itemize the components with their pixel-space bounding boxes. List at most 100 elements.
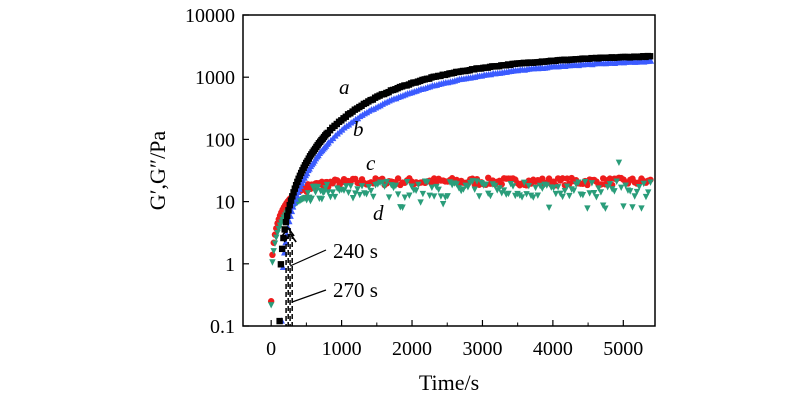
series-label-a: a	[339, 75, 350, 99]
data-point	[532, 184, 539, 192]
data-point	[491, 182, 499, 190]
data-point	[615, 159, 623, 166]
data-point	[284, 212, 291, 220]
data-point	[645, 189, 652, 196]
data-point	[464, 184, 472, 191]
data-point	[606, 175, 614, 182]
data-point	[550, 184, 557, 192]
data-point	[282, 218, 290, 226]
axes: 0 1000 2000 3000 4000 5000 0.1 1 10 100 1000 10000	[185, 5, 643, 360]
data-point	[292, 181, 300, 189]
data-point	[539, 175, 546, 182]
data-point	[329, 189, 336, 196]
series-label-b: b	[353, 117, 364, 141]
data-point	[290, 189, 297, 196]
data-point	[586, 190, 593, 197]
data-point	[286, 202, 293, 209]
y-tick-label: 100	[205, 129, 235, 151]
y-axis-title: G′,G″/Pa	[145, 131, 170, 211]
data-point	[419, 190, 427, 198]
data-point	[595, 185, 602, 192]
annotation-240s: 240 s	[333, 239, 378, 263]
x-tick-label: 5000	[603, 338, 643, 360]
data-point	[280, 234, 287, 242]
data-point	[273, 234, 280, 242]
data-point	[381, 183, 388, 190]
data-point	[518, 194, 526, 201]
arrow-head	[283, 232, 297, 243]
data-point	[426, 192, 433, 200]
series-label-c: c	[366, 151, 376, 175]
data-point	[581, 178, 589, 186]
x-tick-label: 1000	[322, 338, 362, 360]
data-point	[430, 193, 438, 200]
data-point	[606, 181, 614, 188]
data-point	[620, 203, 627, 210]
y-tick-label: 1	[225, 254, 235, 276]
data-point	[304, 190, 312, 197]
data-point	[590, 190, 598, 197]
data-point	[597, 189, 605, 196]
data-point	[428, 184, 436, 192]
data-point	[325, 189, 332, 196]
x-tick-label: 3000	[462, 338, 502, 360]
data-point	[269, 259, 276, 266]
data-point	[640, 180, 647, 188]
data-point	[646, 53, 654, 60]
series-b	[278, 57, 655, 324]
data-point	[379, 179, 386, 187]
data-point	[602, 205, 609, 212]
data-point	[631, 193, 638, 200]
data-point	[276, 317, 283, 325]
data-point	[521, 179, 528, 187]
data-point	[613, 178, 620, 185]
data-point	[314, 183, 322, 191]
data-point	[627, 188, 634, 195]
data-point	[437, 193, 445, 200]
data-point	[278, 245, 286, 253]
data-point	[408, 183, 415, 190]
x-tick-label: 2000	[392, 338, 432, 360]
data-point	[500, 187, 508, 194]
data-point	[370, 193, 377, 201]
data-point	[638, 205, 645, 212]
y-tick-label: 1000	[195, 67, 235, 89]
data-point	[394, 191, 402, 198]
x-tick-label: 0	[266, 338, 276, 360]
data-point	[636, 183, 643, 191]
data-point	[622, 182, 629, 189]
data-point	[471, 186, 478, 193]
data-point	[327, 194, 334, 201]
data-point	[399, 204, 406, 211]
data-point	[559, 193, 566, 201]
data-point	[349, 195, 357, 202]
data-point	[453, 181, 460, 188]
series-c	[267, 174, 654, 305]
data-point	[476, 193, 483, 200]
annotation-270s: 270 s	[333, 278, 378, 302]
y-tick-label: 0.1	[210, 316, 235, 338]
data-point	[439, 201, 447, 208]
series-d	[267, 159, 654, 309]
data-point	[401, 194, 409, 201]
data-point	[287, 197, 295, 204]
data-point	[340, 187, 348, 194]
data-point	[460, 186, 467, 193]
data-point	[406, 192, 413, 199]
data-point	[356, 191, 363, 199]
data-point	[482, 181, 490, 188]
data-point	[566, 192, 573, 200]
data-point	[534, 192, 542, 199]
data-point	[282, 238, 289, 246]
data-point	[417, 199, 424, 206]
data-point	[318, 196, 326, 203]
data-point	[345, 189, 352, 197]
data-point	[269, 251, 276, 259]
data-point	[367, 187, 375, 195]
crossover-annotations: 240 s 270 s	[281, 226, 378, 326]
annotation-leader-270	[291, 289, 327, 303]
data-point	[331, 193, 339, 201]
data-point	[642, 193, 650, 201]
annotation-leader-240	[289, 249, 327, 267]
